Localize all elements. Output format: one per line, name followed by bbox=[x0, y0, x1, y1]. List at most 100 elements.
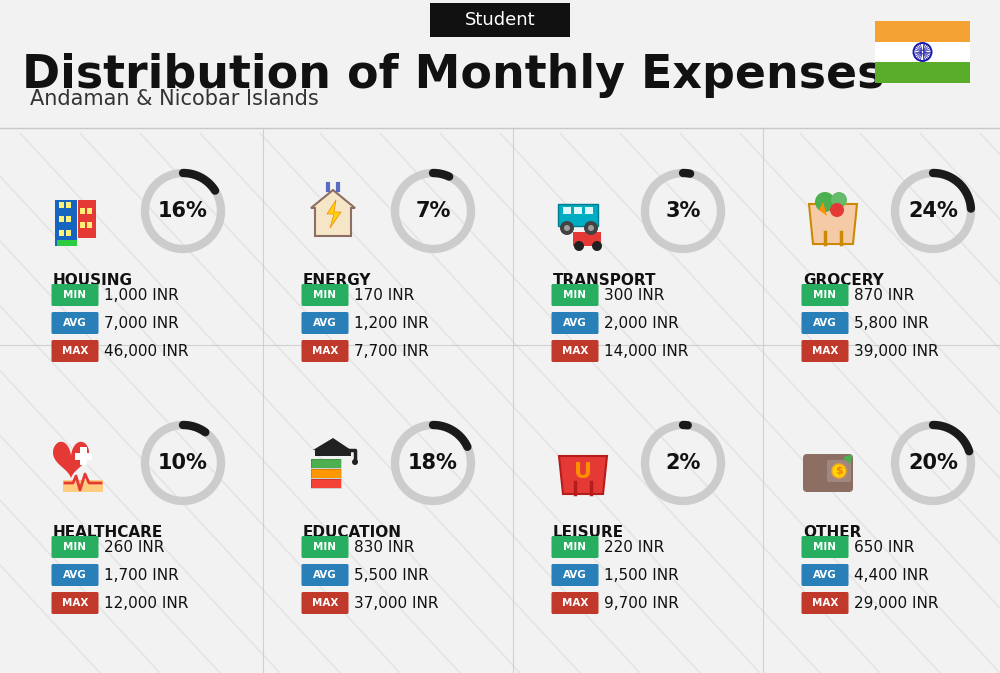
Text: ENERGY: ENERGY bbox=[303, 273, 372, 288]
Polygon shape bbox=[819, 202, 827, 216]
Text: $: $ bbox=[835, 466, 843, 476]
Text: MAX: MAX bbox=[562, 598, 588, 608]
Polygon shape bbox=[313, 438, 351, 450]
FancyBboxPatch shape bbox=[52, 340, 98, 362]
Text: 9,700 INR: 9,700 INR bbox=[604, 596, 679, 610]
Bar bbox=[311, 469, 341, 478]
FancyBboxPatch shape bbox=[52, 592, 98, 614]
FancyBboxPatch shape bbox=[802, 592, 848, 614]
Text: 12,000 INR: 12,000 INR bbox=[104, 596, 188, 610]
Bar bbox=[558, 204, 598, 226]
Bar bbox=[80, 208, 85, 214]
Text: 37,000 INR: 37,000 INR bbox=[354, 596, 438, 610]
Text: 2,000 INR: 2,000 INR bbox=[604, 316, 679, 330]
Text: 10%: 10% bbox=[158, 453, 208, 473]
Text: AVG: AVG bbox=[313, 318, 337, 328]
Text: AVG: AVG bbox=[63, 570, 87, 580]
Bar bbox=[66, 216, 71, 222]
Text: AVG: AVG bbox=[63, 318, 87, 328]
Text: MIN: MIN bbox=[314, 542, 336, 552]
FancyBboxPatch shape bbox=[52, 536, 98, 558]
Bar bbox=[875, 42, 970, 63]
FancyBboxPatch shape bbox=[802, 340, 848, 362]
Text: 1,500 INR: 1,500 INR bbox=[604, 567, 679, 583]
Text: MIN: MIN bbox=[64, 542, 87, 552]
FancyBboxPatch shape bbox=[302, 284, 349, 306]
FancyBboxPatch shape bbox=[802, 536, 848, 558]
Text: U: U bbox=[574, 462, 592, 482]
Text: 3%: 3% bbox=[665, 201, 701, 221]
Circle shape bbox=[574, 241, 584, 251]
Text: 18%: 18% bbox=[408, 453, 458, 473]
FancyBboxPatch shape bbox=[552, 284, 598, 306]
Text: Student: Student bbox=[465, 11, 535, 29]
Text: 24%: 24% bbox=[908, 201, 958, 221]
FancyBboxPatch shape bbox=[803, 454, 853, 492]
Text: AVG: AVG bbox=[563, 570, 587, 580]
Text: 16%: 16% bbox=[158, 201, 208, 221]
Circle shape bbox=[352, 459, 358, 465]
Bar bbox=[311, 459, 341, 468]
FancyBboxPatch shape bbox=[552, 536, 598, 558]
Text: AVG: AVG bbox=[813, 570, 837, 580]
Bar bbox=[315, 450, 351, 456]
Text: 4,400 INR: 4,400 INR bbox=[854, 567, 929, 583]
FancyBboxPatch shape bbox=[552, 564, 598, 586]
Text: MAX: MAX bbox=[812, 598, 838, 608]
Text: 2%: 2% bbox=[665, 453, 701, 473]
Bar bbox=[80, 447, 87, 465]
Circle shape bbox=[560, 221, 574, 235]
Bar bbox=[66, 230, 71, 236]
Text: 7,000 INR: 7,000 INR bbox=[104, 316, 179, 330]
Text: AVG: AVG bbox=[313, 570, 337, 580]
Text: 1,000 INR: 1,000 INR bbox=[104, 287, 179, 302]
Bar bbox=[59, 202, 64, 208]
Bar bbox=[311, 479, 341, 488]
Text: MAX: MAX bbox=[312, 346, 338, 356]
Bar bbox=[80, 222, 85, 228]
Circle shape bbox=[588, 225, 594, 231]
Text: 650 INR: 650 INR bbox=[854, 540, 914, 555]
Text: MIN: MIN bbox=[814, 542, 836, 552]
Text: 7,700 INR: 7,700 INR bbox=[354, 343, 429, 359]
Circle shape bbox=[584, 221, 598, 235]
Bar bbox=[66, 202, 71, 208]
Text: 46,000 INR: 46,000 INR bbox=[104, 343, 188, 359]
Polygon shape bbox=[53, 441, 89, 479]
Bar bbox=[59, 216, 64, 222]
Text: 39,000 INR: 39,000 INR bbox=[854, 343, 939, 359]
Text: 260 INR: 260 INR bbox=[104, 540, 164, 555]
Polygon shape bbox=[311, 190, 355, 236]
Polygon shape bbox=[327, 200, 341, 228]
Circle shape bbox=[592, 241, 602, 251]
Bar bbox=[875, 63, 970, 83]
Text: LEISURE: LEISURE bbox=[553, 525, 624, 540]
FancyBboxPatch shape bbox=[430, 3, 570, 37]
FancyBboxPatch shape bbox=[552, 312, 598, 334]
Text: 870 INR: 870 INR bbox=[854, 287, 914, 302]
FancyBboxPatch shape bbox=[802, 564, 848, 586]
Bar bbox=[558, 204, 598, 226]
Text: MAX: MAX bbox=[62, 346, 88, 356]
FancyBboxPatch shape bbox=[552, 340, 598, 362]
Text: 5,800 INR: 5,800 INR bbox=[854, 316, 929, 330]
Text: MIN: MIN bbox=[314, 290, 336, 300]
Text: 1,200 INR: 1,200 INR bbox=[354, 316, 429, 330]
Bar bbox=[63, 480, 103, 492]
Text: EDUCATION: EDUCATION bbox=[303, 525, 402, 540]
Bar bbox=[573, 232, 601, 246]
FancyBboxPatch shape bbox=[52, 564, 98, 586]
Circle shape bbox=[831, 192, 847, 208]
Bar bbox=[87, 208, 92, 214]
Text: HOUSING: HOUSING bbox=[53, 273, 133, 288]
Circle shape bbox=[830, 203, 844, 217]
Bar bbox=[574, 207, 582, 214]
Text: 20%: 20% bbox=[908, 453, 958, 473]
Text: AVG: AVG bbox=[563, 318, 587, 328]
Bar bbox=[311, 479, 341, 488]
Text: 170 INR: 170 INR bbox=[354, 287, 414, 302]
Bar bbox=[55, 200, 77, 246]
Circle shape bbox=[832, 464, 846, 478]
FancyBboxPatch shape bbox=[802, 312, 848, 334]
Text: MAX: MAX bbox=[312, 598, 338, 608]
